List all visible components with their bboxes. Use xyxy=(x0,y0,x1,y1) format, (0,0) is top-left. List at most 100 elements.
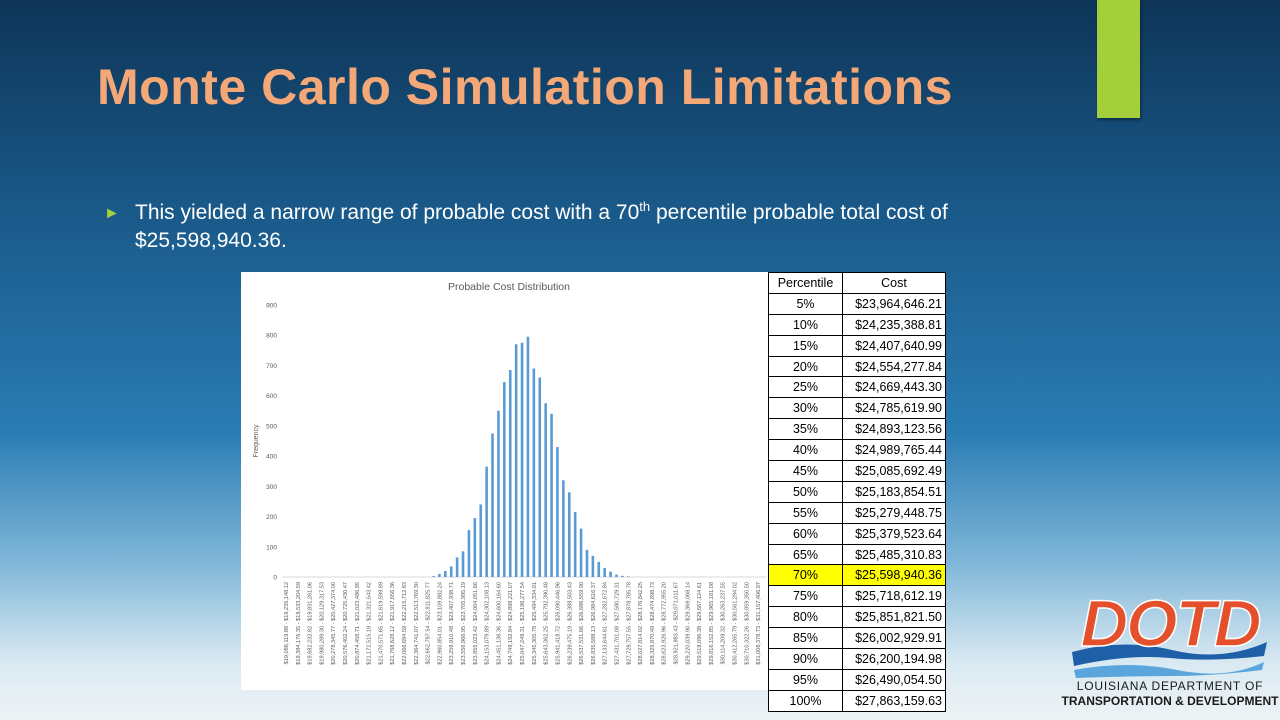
x-tick-label: $19,384,176.35 - $19,533,204.59 xyxy=(296,582,302,665)
y-tick-label: 100 xyxy=(266,544,277,551)
table-cell: $25,183,854.51 xyxy=(842,480,946,503)
table-row: 60% $25,379,523.64 xyxy=(768,522,946,545)
slide-title: Monte Carlo Simulation Limitations xyxy=(97,59,953,115)
table-cell: 20% xyxy=(768,355,843,378)
table-cell: $26,200,194.98 xyxy=(842,648,946,670)
x-tick-label: $30,114,209.32 - $30,263,237.55 xyxy=(721,582,727,664)
accent-bar xyxy=(1097,0,1140,118)
table-cell: 65% xyxy=(768,543,843,566)
table-cell: 10% xyxy=(768,313,843,336)
bar xyxy=(526,336,530,577)
x-tick-label: $28,921,983.43 - $29,071,011.67 xyxy=(674,582,680,664)
table-cell: $24,785,619.90 xyxy=(842,397,946,420)
bar xyxy=(520,342,524,577)
table-row: 75% $25,718,612.19 xyxy=(768,585,946,608)
bar xyxy=(503,382,506,577)
table-cell: $25,085,692.49 xyxy=(842,460,946,482)
table-row: 65% $25,485,310.83 xyxy=(768,543,946,566)
x-tick-label: $24,153,079.89 - $24,302,108.13 xyxy=(485,582,491,665)
x-tick-label: $31,008,378.73 - $31,157,406.97 xyxy=(756,582,762,665)
table-cell: $24,989,765.44 xyxy=(842,439,946,462)
y-tick-label: 600 xyxy=(266,393,277,400)
table-cell: $25,279,448.75 xyxy=(842,501,946,524)
x-tick-label: $23,556,966.95 - $23,705,995.19 xyxy=(461,582,467,665)
x-tick-label: $29,518,096.38 - $29,667,124.61 xyxy=(697,582,703,665)
bar xyxy=(479,504,483,577)
x-tick-label: $28,325,870.49 - $28,474,898.73 xyxy=(650,582,656,665)
table-row: 20% $24,554,277.84 xyxy=(768,355,946,378)
table-cell: 75% xyxy=(768,585,843,608)
x-tick-label: $28,623,926.96 - $28,772,955.20 xyxy=(662,582,668,665)
chart: Probable Cost Distribution Frequency 0 10… xyxy=(241,272,768,690)
table-row: 55% $25,279,448.75 xyxy=(768,501,946,524)
bar xyxy=(544,403,547,577)
table-cell: 85% xyxy=(768,627,843,650)
x-tick-label: $27,133,644.61 - $27,282,672.84 xyxy=(603,582,609,665)
bar xyxy=(497,410,500,577)
table-row: 100% $27,863,159.63 xyxy=(768,689,946,712)
bar xyxy=(532,368,536,577)
bar xyxy=(556,447,559,577)
table-cell: 70% xyxy=(768,564,843,587)
logo-line: LOUISIANA DEPARTMENT OF xyxy=(1077,679,1263,693)
bar xyxy=(432,576,435,577)
bar xyxy=(485,466,488,577)
x-tick-label: $19,980,289.30 - $20,129,317.53 xyxy=(319,582,325,665)
table-row: 45% $25,085,692.49 xyxy=(768,460,946,482)
logo-wave xyxy=(1072,642,1267,666)
table-cell: $23,964,646.21 xyxy=(842,292,946,315)
table-cell: 50% xyxy=(768,480,843,503)
table-row: 50% $25,183,854.51 xyxy=(768,480,946,503)
bar xyxy=(585,549,589,577)
bar xyxy=(438,573,441,577)
x-tick-label: $25,345,305.78 - $25,494,334.01 xyxy=(532,582,538,665)
bar xyxy=(597,561,601,577)
bar xyxy=(591,555,595,577)
bar xyxy=(514,344,518,577)
table-row: 25% $24,669,443.30 xyxy=(768,376,946,399)
bar xyxy=(603,567,606,577)
bar xyxy=(573,512,577,577)
table-cell: 30% xyxy=(768,397,843,420)
x-tick-label: $22,364,741.07 - $22,513,769.30 xyxy=(414,582,420,665)
bar xyxy=(455,557,459,577)
x-tick-label: $23,258,910.48 - $23,407,938.71 xyxy=(449,582,455,665)
bullet-arrow: ► xyxy=(104,205,120,222)
x-tick-label: $20,576,402.24 - $20,725,430.47 xyxy=(343,582,349,665)
y-tick-label: 200 xyxy=(266,514,277,521)
header-cell: Percentile xyxy=(768,272,843,294)
table-row: 15% $24,407,640.99 xyxy=(768,334,946,357)
x-tick-label: $22,960,854.01 - $23,109,882.24 xyxy=(437,582,443,665)
x-tick-label: $21,768,628.12 - $21,917,656.36 xyxy=(390,582,396,665)
x-tick-label: $25,643,362.25 - $25,792,390.48 xyxy=(544,582,550,665)
x-tick-label: $26,835,588.13 - $26,984,616.37 xyxy=(591,582,597,665)
y-tick-label: 400 xyxy=(266,454,277,461)
y-tick-label: 0 xyxy=(273,575,277,582)
bar xyxy=(567,492,571,577)
table-cell: $25,485,310.83 xyxy=(842,543,946,566)
bar xyxy=(550,413,553,577)
table-cell: $24,407,640.99 xyxy=(842,334,946,357)
x-tick-label: $23,855,023.42 - $24,004,051.66 xyxy=(473,582,479,665)
y-tick-label: 900 xyxy=(266,303,277,310)
superscript: th xyxy=(639,199,651,214)
table-cell: 95% xyxy=(768,668,843,691)
x-tick-label: $27,729,757.55 - $27,878,785.78 xyxy=(626,582,632,665)
table-cell: 90% xyxy=(768,648,843,670)
x-tick-label: $26,537,531.66 - $26,686,559.90 xyxy=(579,582,585,665)
x-tick-label: $22,662,797.54 - $22,811,825.77 xyxy=(426,582,432,664)
table-row: 95% $26,490,054.50 xyxy=(768,668,946,691)
x-tick-label: $30,710,322.26 - $30,859,350.50 xyxy=(744,582,750,665)
table-row: 35% $24,893,123.56 xyxy=(768,418,946,441)
bullet-text: This yielded a narrow range of probable … xyxy=(135,199,1104,255)
percentile-table: Percentile Cost 5% $23,964,646.21 10% $24,235… xyxy=(768,272,946,712)
table-cell: 45% xyxy=(768,460,843,482)
table-cell: $25,718,612.19 xyxy=(842,585,946,608)
x-tick-label: $30,412,265.79 - $30,561,294.02 xyxy=(733,582,739,665)
bar xyxy=(449,566,453,577)
table-row: 10% $24,235,388.81 xyxy=(768,313,946,336)
table-cell: 100% xyxy=(768,689,843,712)
x-tick-label: $19,086,119.88 - $19,235,148.12 xyxy=(284,582,290,664)
table-cell: 80% xyxy=(768,606,843,629)
